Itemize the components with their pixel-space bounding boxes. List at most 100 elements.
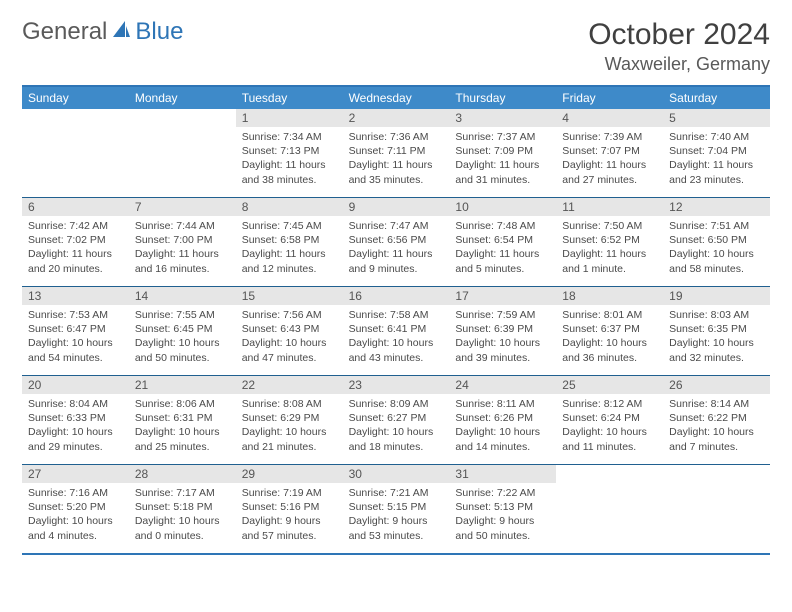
daylight-line: Daylight: 11 hours and 9 minutes.: [349, 247, 444, 275]
day-number: 19: [663, 287, 770, 305]
day-cell: 15Sunrise: 7:56 AMSunset: 6:43 PMDayligh…: [236, 287, 343, 375]
day-number: 23: [343, 376, 450, 394]
day-info: Sunrise: 7:39 AMSunset: 7:07 PMDaylight:…: [556, 127, 663, 192]
empty-cell: [663, 465, 770, 553]
day-cell: 25Sunrise: 8:12 AMSunset: 6:24 PMDayligh…: [556, 376, 663, 464]
daylight-line: Daylight: 10 hours and 43 minutes.: [349, 336, 444, 364]
day-number: 26: [663, 376, 770, 394]
day-info: Sunrise: 7:50 AMSunset: 6:52 PMDaylight:…: [556, 216, 663, 281]
sunrise-line: Sunrise: 8:09 AM: [349, 397, 444, 411]
day-number: 6: [22, 198, 129, 216]
day-cell: 30Sunrise: 7:21 AMSunset: 5:15 PMDayligh…: [343, 465, 450, 553]
day-info: Sunrise: 7:19 AMSunset: 5:16 PMDaylight:…: [236, 483, 343, 548]
daylight-line: Daylight: 10 hours and 21 minutes.: [242, 425, 337, 453]
sunset-line: Sunset: 6:43 PM: [242, 322, 337, 336]
sunset-line: Sunset: 6:22 PM: [669, 411, 764, 425]
daylight-line: Daylight: 10 hours and 29 minutes.: [28, 425, 123, 453]
daylight-line: Daylight: 9 hours and 53 minutes.: [349, 514, 444, 542]
day-info: Sunrise: 7:59 AMSunset: 6:39 PMDaylight:…: [449, 305, 556, 370]
daylight-line: Daylight: 9 hours and 50 minutes.: [455, 514, 550, 542]
sunset-line: Sunset: 6:27 PM: [349, 411, 444, 425]
day-cell: 3Sunrise: 7:37 AMSunset: 7:09 PMDaylight…: [449, 109, 556, 197]
day-number: 28: [129, 465, 236, 483]
day-cell: 5Sunrise: 7:40 AMSunset: 7:04 PMDaylight…: [663, 109, 770, 197]
sunset-line: Sunset: 6:24 PM: [562, 411, 657, 425]
sunrise-line: Sunrise: 7:34 AM: [242, 130, 337, 144]
day-cell: 12Sunrise: 7:51 AMSunset: 6:50 PMDayligh…: [663, 198, 770, 286]
daylight-line: Daylight: 11 hours and 23 minutes.: [669, 158, 764, 186]
daylight-line: Daylight: 10 hours and 50 minutes.: [135, 336, 230, 364]
weekday-sunday: Sunday: [22, 87, 129, 109]
sunrise-line: Sunrise: 7:53 AM: [28, 308, 123, 322]
sunrise-line: Sunrise: 7:51 AM: [669, 219, 764, 233]
daylight-line: Daylight: 10 hours and 54 minutes.: [28, 336, 123, 364]
weekday-friday: Friday: [556, 87, 663, 109]
day-info: Sunrise: 8:01 AMSunset: 6:37 PMDaylight:…: [556, 305, 663, 370]
daylight-line: Daylight: 10 hours and 25 minutes.: [135, 425, 230, 453]
weekday-monday: Monday: [129, 87, 236, 109]
sunrise-line: Sunrise: 8:12 AM: [562, 397, 657, 411]
day-info: Sunrise: 8:12 AMSunset: 6:24 PMDaylight:…: [556, 394, 663, 459]
day-info: Sunrise: 8:03 AMSunset: 6:35 PMDaylight:…: [663, 305, 770, 370]
day-info: Sunrise: 7:16 AMSunset: 5:20 PMDaylight:…: [22, 483, 129, 548]
day-cell: 6Sunrise: 7:42 AMSunset: 7:02 PMDaylight…: [22, 198, 129, 286]
sunset-line: Sunset: 6:31 PM: [135, 411, 230, 425]
sunrise-line: Sunrise: 8:01 AM: [562, 308, 657, 322]
sunset-line: Sunset: 6:56 PM: [349, 233, 444, 247]
month-title: October 2024: [588, 18, 770, 52]
day-cell: 31Sunrise: 7:22 AMSunset: 5:13 PMDayligh…: [449, 465, 556, 553]
week-row: 27Sunrise: 7:16 AMSunset: 5:20 PMDayligh…: [22, 464, 770, 553]
empty-cell: [129, 109, 236, 197]
day-cell: 20Sunrise: 8:04 AMSunset: 6:33 PMDayligh…: [22, 376, 129, 464]
sunrise-line: Sunrise: 7:59 AM: [455, 308, 550, 322]
daylight-line: Daylight: 10 hours and 14 minutes.: [455, 425, 550, 453]
sunset-line: Sunset: 6:29 PM: [242, 411, 337, 425]
daylight-line: Daylight: 10 hours and 32 minutes.: [669, 336, 764, 364]
sunset-line: Sunset: 6:33 PM: [28, 411, 123, 425]
day-number: 22: [236, 376, 343, 394]
week-row: 20Sunrise: 8:04 AMSunset: 6:33 PMDayligh…: [22, 375, 770, 464]
day-number: 13: [22, 287, 129, 305]
day-info: Sunrise: 8:14 AMSunset: 6:22 PMDaylight:…: [663, 394, 770, 459]
sunrise-line: Sunrise: 7:21 AM: [349, 486, 444, 500]
day-number: 27: [22, 465, 129, 483]
day-number: 25: [556, 376, 663, 394]
day-info: Sunrise: 8:09 AMSunset: 6:27 PMDaylight:…: [343, 394, 450, 459]
day-info: Sunrise: 7:34 AMSunset: 7:13 PMDaylight:…: [236, 127, 343, 192]
location: Waxweiler, Germany: [588, 54, 770, 75]
daylight-line: Daylight: 10 hours and 58 minutes.: [669, 247, 764, 275]
daylight-line: Daylight: 10 hours and 0 minutes.: [135, 514, 230, 542]
sunset-line: Sunset: 5:16 PM: [242, 500, 337, 514]
sunset-line: Sunset: 7:00 PM: [135, 233, 230, 247]
title-block: October 2024 Waxweiler, Germany: [588, 18, 770, 75]
sunset-line: Sunset: 5:13 PM: [455, 500, 550, 514]
sunset-line: Sunset: 5:15 PM: [349, 500, 444, 514]
header: General Blue October 2024 Waxweiler, Ger…: [22, 18, 770, 75]
daylight-line: Daylight: 11 hours and 35 minutes.: [349, 158, 444, 186]
day-number: 9: [343, 198, 450, 216]
daylight-line: Daylight: 11 hours and 31 minutes.: [455, 158, 550, 186]
day-number: 5: [663, 109, 770, 127]
day-cell: 19Sunrise: 8:03 AMSunset: 6:35 PMDayligh…: [663, 287, 770, 375]
day-info: Sunrise: 8:08 AMSunset: 6:29 PMDaylight:…: [236, 394, 343, 459]
day-cell: 11Sunrise: 7:50 AMSunset: 6:52 PMDayligh…: [556, 198, 663, 286]
sunrise-line: Sunrise: 7:45 AM: [242, 219, 337, 233]
week-row: 1Sunrise: 7:34 AMSunset: 7:13 PMDaylight…: [22, 109, 770, 197]
sunrise-line: Sunrise: 8:06 AM: [135, 397, 230, 411]
day-number: 31: [449, 465, 556, 483]
day-info: Sunrise: 7:55 AMSunset: 6:45 PMDaylight:…: [129, 305, 236, 370]
day-info: Sunrise: 7:58 AMSunset: 6:41 PMDaylight:…: [343, 305, 450, 370]
daylight-line: Daylight: 11 hours and 38 minutes.: [242, 158, 337, 186]
calendar: SundayMondayTuesdayWednesdayThursdayFrid…: [22, 85, 770, 555]
sunrise-line: Sunrise: 7:58 AM: [349, 308, 444, 322]
day-cell: 28Sunrise: 7:17 AMSunset: 5:18 PMDayligh…: [129, 465, 236, 553]
day-cell: 23Sunrise: 8:09 AMSunset: 6:27 PMDayligh…: [343, 376, 450, 464]
sunrise-line: Sunrise: 7:19 AM: [242, 486, 337, 500]
logo-word1: General: [22, 18, 107, 46]
day-cell: 18Sunrise: 8:01 AMSunset: 6:37 PMDayligh…: [556, 287, 663, 375]
sunrise-line: Sunrise: 7:37 AM: [455, 130, 550, 144]
sunrise-line: Sunrise: 7:36 AM: [349, 130, 444, 144]
sunrise-line: Sunrise: 8:14 AM: [669, 397, 764, 411]
day-number: 29: [236, 465, 343, 483]
weeks-container: 1Sunrise: 7:34 AMSunset: 7:13 PMDaylight…: [22, 109, 770, 553]
